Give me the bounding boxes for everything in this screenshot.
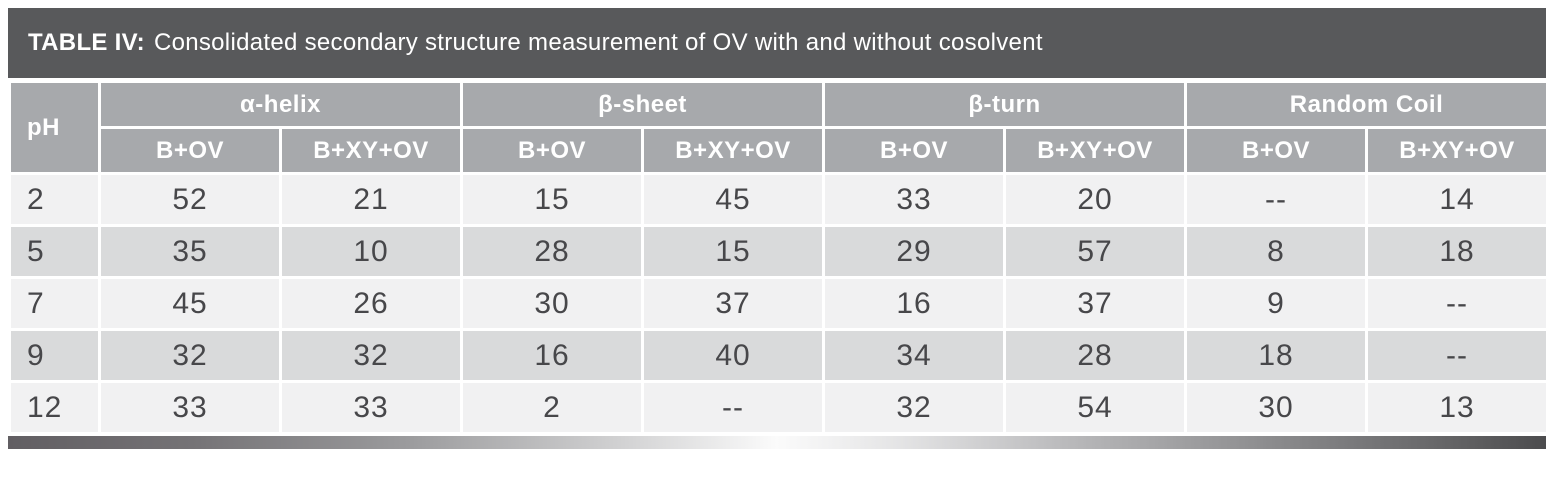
value-cell: -- [1365,328,1550,383]
value-cell: 16 [822,276,1006,331]
value-cell: 45 [641,172,825,227]
table-row: 9 32 32 16 40 34 28 18 -- [8,328,1550,383]
value-cell: 32 [279,328,463,383]
value-cell: 10 [279,224,463,279]
value-cell: 32 [822,380,1006,435]
value-cell: 20 [1002,172,1188,227]
sub-header-row: B+OV B+XY+OV B+OV B+XY+OV B+OV B+XY+OV B… [10,126,1550,175]
value-cell: 45 [98,276,282,331]
value-cell: 37 [641,276,825,331]
value-cell: 33 [98,380,282,435]
value-cell: 8 [1184,224,1369,279]
value-cell: 34 [822,328,1006,383]
column-header-ph: pH [8,80,101,175]
table-row: 7 45 26 30 37 16 37 9 -- [8,276,1550,331]
value-cell: -- [1365,276,1550,331]
value-cell: 32 [98,328,282,383]
table-caption: Consolidated secondary structure measure… [153,29,1043,56]
value-cell: 33 [822,172,1006,227]
table-row: 5 35 10 28 15 29 57 8 18 [8,224,1550,279]
group-header-row: pH α-helix β-sheet β-turn Random Coil [8,80,1550,175]
value-cell: 57 [1002,224,1188,279]
group-header-alpha-helix: α-helix [98,80,463,129]
value-cell: -- [1184,172,1369,227]
value-cell: 26 [279,276,463,331]
subheader-b-xy-ov: B+XY+OV [1002,126,1188,175]
group-header-beta-sheet: β-sheet [460,80,825,129]
table-title-bar: TABLE IV: Consolidated secondary structu… [8,8,1546,78]
group-header-random-coil: Random Coil [1184,80,1550,129]
value-cell: 16 [460,328,644,383]
table-header: pH α-helix β-sheet β-turn Random Coil B+… [8,80,1550,175]
value-cell: 28 [460,224,644,279]
subheader-b-ov: B+OV [822,126,1006,175]
value-cell: 35 [98,224,282,279]
subheader-b-xy-ov: B+XY+OV [1365,126,1550,175]
value-cell: 30 [1184,380,1369,435]
value-cell: 15 [641,224,825,279]
value-cell: 29 [822,224,1006,279]
subheader-b-ov: B+OV [1184,126,1369,175]
value-cell: 28 [1002,328,1188,383]
subheader-b-ov: B+OV [98,126,282,175]
value-cell: 30 [460,276,644,331]
subheader-b-xy-ov: B+XY+OV [279,126,463,175]
row-header-ph: 9 [8,328,101,383]
subheader-b-ov: B+OV [460,126,644,175]
row-header-ph: 7 [8,276,101,331]
row-header-ph: 2 [8,172,101,227]
value-cell: 15 [460,172,644,227]
value-cell: 52 [98,172,282,227]
subheader-b-xy-ov: B+XY+OV [641,126,825,175]
value-cell: 21 [279,172,463,227]
bottom-gradient-bar [8,436,1546,449]
value-cell: 2 [460,380,644,435]
value-cell: 33 [279,380,463,435]
table-row: 12 33 33 2 -- 32 54 30 13 [8,380,1550,435]
value-cell: -- [641,380,825,435]
value-cell: 18 [1365,224,1550,279]
table-row: 2 52 21 15 45 33 20 -- 14 [8,172,1550,227]
row-header-ph: 5 [8,224,101,279]
value-cell: 14 [1365,172,1550,227]
table-figure: TABLE IV: Consolidated secondary structu… [8,8,1550,449]
secondary-structure-table: pH α-helix β-sheet β-turn Random Coil B+… [8,80,1550,435]
row-header-ph: 12 [8,380,101,435]
value-cell: 18 [1184,328,1369,383]
group-header-beta-turn: β-turn [821,80,1188,129]
value-cell: 13 [1365,380,1550,435]
value-cell: 9 [1184,276,1369,331]
table-number-label: TABLE IV: [28,29,145,56]
value-cell: 40 [641,328,825,383]
table-body: 2 52 21 15 45 33 20 -- 14 5 35 10 28 15 … [8,172,1550,435]
value-cell: 54 [1002,380,1188,435]
value-cell: 37 [1002,276,1188,331]
